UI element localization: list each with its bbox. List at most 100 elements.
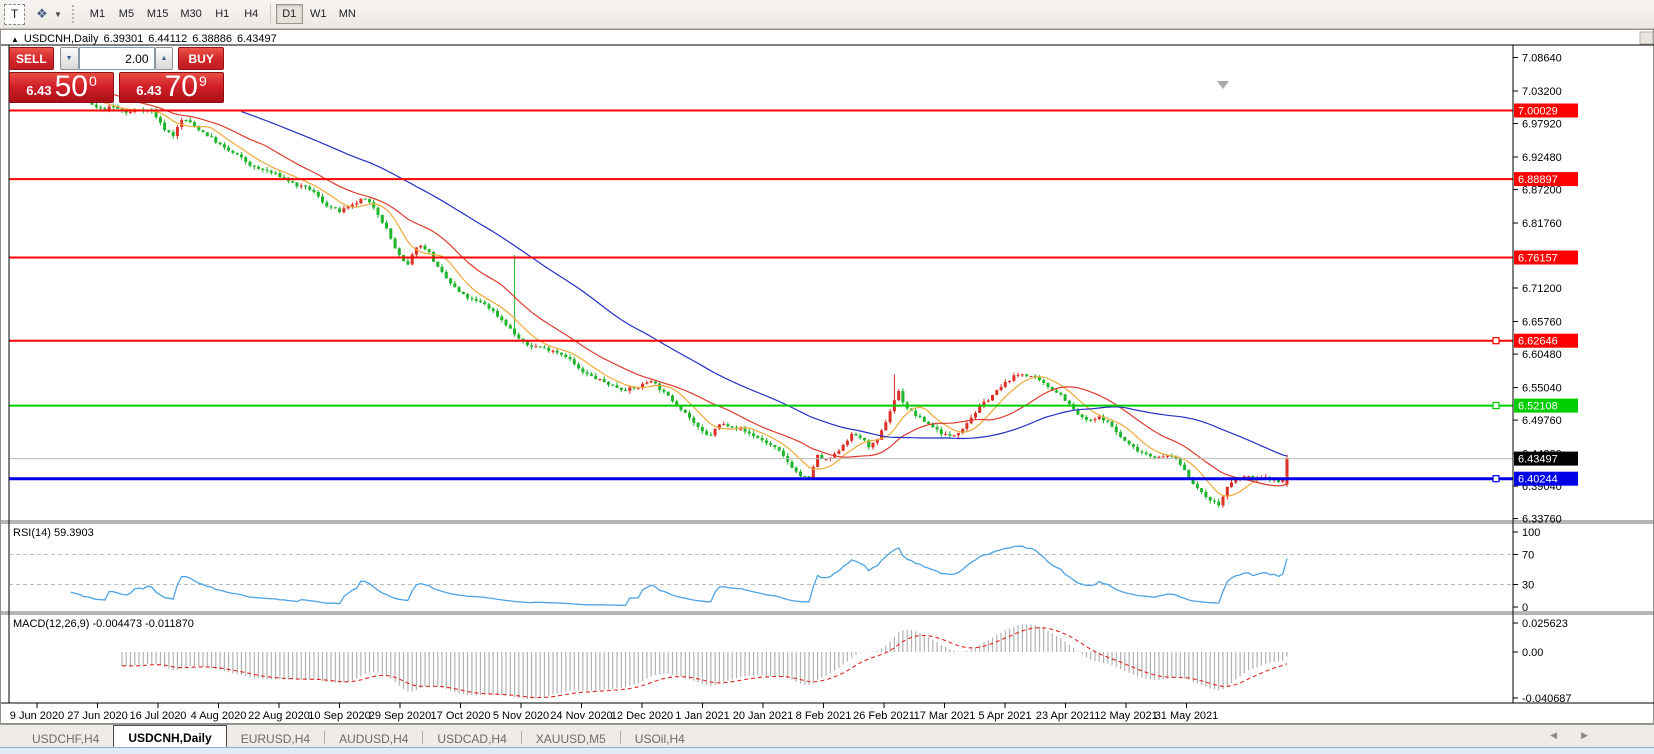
tab-scroll-left-icon[interactable]: ◀	[1550, 730, 1558, 740]
macd-indicator-name: MACD(12,26,9)	[13, 618, 90, 630]
svg-text:6.33760: 6.33760	[1522, 514, 1562, 526]
svg-text:10 Sep 2020: 10 Sep 2020	[308, 710, 370, 722]
ohlc-open: 6.39301	[103, 33, 144, 45]
sell-price-pipette: 0	[88, 73, 97, 89]
svg-text:4 Aug 2020: 4 Aug 2020	[191, 710, 247, 722]
collapse-panel-icon[interactable]: ▲	[11, 34, 19, 44]
svg-text:70: 70	[1522, 550, 1534, 562]
svg-text:6.88897: 6.88897	[1518, 174, 1558, 186]
svg-text:1 Jan 2021: 1 Jan 2021	[675, 710, 729, 722]
buy-price-prefix: 6.43	[136, 83, 162, 98]
timeframe-button-w1[interactable]: W1	[309, 8, 327, 20]
ohlc-low: 6.38886	[192, 33, 232, 45]
chart-tab-bar: USDCHF,H4 USDCNH,Daily EURUSD,H4 AUDUSD,H4 U…	[0, 724, 1654, 747]
svg-text:6.43497: 6.43497	[1518, 454, 1558, 466]
svg-text:29 Sep 2020: 29 Sep 2020	[369, 710, 431, 722]
chart-window: ▲ USDCNH,Daily 6.39301 6.44112 6.38886 6…	[0, 29, 1654, 724]
svg-text:7.08640: 7.08640	[1522, 53, 1562, 65]
svg-text:6.62646: 6.62646	[1518, 336, 1558, 348]
one-click-trading-panel: SELL ▼ ▲ BUY 6.43 50 0 6.43 70 9	[9, 47, 224, 103]
tab-separator	[619, 731, 621, 744]
tab-scroll-right-icon[interactable]: ▶	[1581, 730, 1588, 740]
svg-text:6.76157: 6.76157	[1518, 253, 1558, 265]
rsi-indicator-name: RSI(14)	[13, 527, 51, 539]
svg-text:24 Nov 2020: 24 Nov 2020	[550, 710, 612, 722]
sell-button[interactable]: SELL	[9, 47, 54, 70]
toolbar-grip	[71, 5, 77, 23]
tab-usdcad-h4[interactable]: USDCAD,H4	[437, 731, 507, 746]
svg-text:17 Mar 2021: 17 Mar 2021	[914, 710, 976, 722]
tab-usdchf-h4[interactable]: USDCHF,H4	[32, 731, 100, 746]
svg-text:12 Dec 2020: 12 Dec 2020	[611, 710, 673, 722]
timeframe-button-group: M1 M5 M15 M30 H1 H4 D1 W1 MN	[83, 4, 362, 24]
svg-text:6.65760: 6.65760	[1522, 317, 1562, 329]
volume-input[interactable]	[78, 47, 155, 70]
chart-ohlc-header: ▲ USDCNH,Daily 6.39301 6.44112 6.38886 6…	[11, 33, 277, 45]
svg-text:6.92480: 6.92480	[1522, 152, 1562, 164]
svg-text:17 Oct 2020: 17 Oct 2020	[431, 710, 491, 722]
timeframe-button-h4[interactable]: H4	[244, 8, 259, 20]
timeframe-button-m1[interactable]: M1	[89, 8, 106, 20]
timeframe-button-h1[interactable]: H1	[215, 8, 230, 20]
tab-xauusd-m5[interactable]: XAUUSD,M5	[535, 731, 606, 746]
svg-text:6.97920: 6.97920	[1522, 119, 1562, 131]
tab-usdcnh-daily[interactable]: USDCNH,Daily	[113, 725, 227, 747]
text-tool-button[interactable]: T	[4, 3, 25, 25]
tab-separator	[520, 731, 522, 744]
timeframe-button-m5[interactable]: M5	[118, 8, 135, 20]
svg-text:6.60480: 6.60480	[1522, 349, 1562, 361]
svg-text:20 Jan 2021: 20 Jan 2021	[733, 710, 794, 722]
svg-text:31 May 2021: 31 May 2021	[1155, 710, 1219, 722]
top-toolbar: T ❖ ▼ M1 M5 M15 M30 H1 H4 D1 W1 MN	[0, 0, 1654, 29]
buy-price-pipette: 9	[198, 73, 207, 89]
svg-text:6.55040: 6.55040	[1522, 383, 1562, 395]
svg-text:12 May 2021: 12 May 2021	[1094, 710, 1158, 722]
tab-audusd-h4[interactable]: AUDUSD,H4	[339, 731, 409, 746]
svg-text:6.40244: 6.40244	[1518, 474, 1558, 486]
tab-eurusd-h4[interactable]: EURUSD,H4	[240, 731, 311, 746]
chevron-down-icon[interactable]: ▼	[54, 9, 62, 19]
buy-button[interactable]: BUY	[178, 47, 224, 70]
svg-text:6.71200: 6.71200	[1522, 283, 1562, 295]
timeframe-button-d1[interactable]: D1	[275, 4, 303, 24]
macd-indicator-values: -0.004473 -0.011870	[92, 618, 194, 630]
chart-symbol-label: USDCNH,Daily	[23, 33, 99, 45]
svg-text:-0.040687: -0.040687	[1522, 693, 1572, 705]
svg-text:6.52108: 6.52108	[1518, 401, 1558, 413]
rsi-indicator-value: 59.3903	[53, 527, 94, 539]
timeframe-button-mn[interactable]: MN	[338, 8, 356, 20]
macd-pane-label: MACD(12,26,9) -0.004473 -0.011870	[13, 618, 194, 630]
volume-decrease-button[interactable]: ▼	[59, 47, 79, 70]
toolbar-separator	[269, 4, 271, 24]
tab-separator	[422, 731, 424, 744]
svg-text:8 Feb 2021: 8 Feb 2021	[796, 710, 852, 722]
sell-price-big: 50	[54, 70, 88, 103]
sell-price-prefix: 6.43	[26, 83, 52, 98]
status-strip	[0, 747, 1654, 754]
ohlc-close: 6.43497	[236, 33, 277, 45]
buy-price-big: 70	[164, 70, 198, 103]
svg-text:100: 100	[1522, 527, 1540, 539]
volume-increase-button[interactable]: ▲	[154, 47, 174, 70]
sell-price-tile[interactable]: 6.43 50 0	[9, 72, 114, 103]
objects-tool-icon[interactable]: ❖	[36, 6, 48, 21]
tab-separator	[324, 731, 326, 744]
tab-usoil-h4[interactable]: USOil,H4	[634, 731, 685, 746]
timeframe-button-m30[interactable]: M30	[180, 8, 202, 20]
buy-price-tile[interactable]: 6.43 70 9	[119, 72, 224, 103]
chart-plot[interactable]: 7.08640 7.03200 6.97920 6.92480 6.87200 6.817…	[1, 30, 1654, 725]
chart-tabs: USDCHF,H4 USDCNH,Daily EURUSD,H4 AUDUSD,H4 U…	[18, 725, 699, 747]
svg-text:30: 30	[1522, 580, 1534, 592]
svg-text:6.81760: 6.81760	[1522, 218, 1562, 230]
svg-text:0: 0	[1522, 602, 1528, 614]
svg-text:6.49760: 6.49760	[1522, 415, 1562, 427]
ohlc-high: 6.44112	[148, 33, 188, 45]
svg-text:6.87200: 6.87200	[1522, 185, 1562, 197]
svg-text:0.025623: 0.025623	[1522, 618, 1568, 630]
svg-text:7.00029: 7.00029	[1518, 106, 1558, 118]
timeframe-button-m15[interactable]: M15	[146, 8, 169, 20]
svg-text:5 Nov 2020: 5 Nov 2020	[493, 710, 549, 722]
svg-text:7.03200: 7.03200	[1522, 86, 1562, 98]
svg-text:26 Feb 2021: 26 Feb 2021	[853, 710, 915, 722]
